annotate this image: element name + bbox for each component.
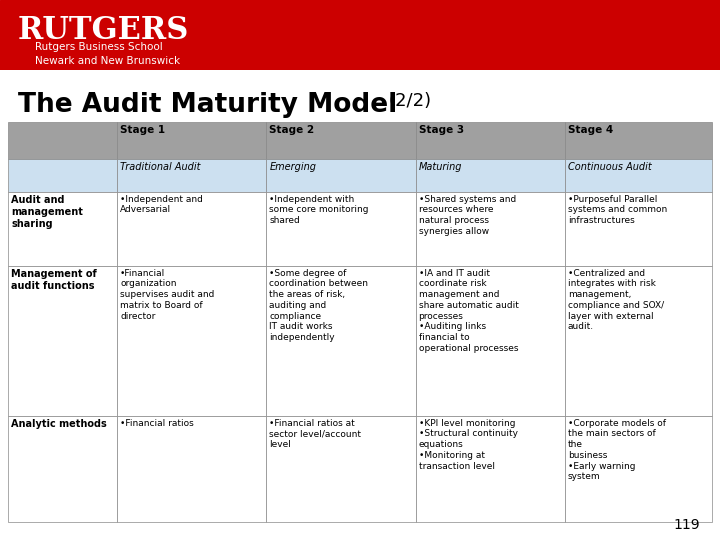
Text: •Centralized and
integrates with risk
management,
compliance and SOX/
layer with: •Centralized and integrates with risk ma… [568, 269, 664, 332]
Text: •Financial ratios: •Financial ratios [120, 418, 194, 428]
Bar [8, 192, 117, 266]
Text: RUTGERS: RUTGERS [18, 15, 189, 46]
Text: Stage 1: Stage 1 [120, 125, 166, 135]
Text: •Financial
organization
supervises audit and
matrix to Board of
director: •Financial organization supervises audit… [120, 269, 215, 321]
Bar [266, 266, 415, 416]
Text: Stage 2: Stage 2 [269, 125, 315, 135]
Bar [565, 159, 712, 192]
Text: Stage 4: Stage 4 [568, 125, 613, 135]
Bar [266, 122, 415, 159]
Text: •Financial ratios at
sector level/account
level: •Financial ratios at sector level/accoun… [269, 418, 361, 449]
Bar [117, 416, 266, 522]
Bar [266, 192, 415, 266]
Text: •Independent with
some core monitoring
shared: •Independent with some core monitoring s… [269, 195, 369, 225]
Text: •Some degree of
coordination between
the areas of risk,
auditing and
compliance
: •Some degree of coordination between the… [269, 269, 369, 342]
Text: Audit and
management
sharing: Audit and management sharing [11, 195, 83, 229]
Bar [117, 192, 266, 266]
Bar [117, 266, 266, 416]
Text: Stage 3: Stage 3 [418, 125, 464, 135]
Text: •Purposeful Parallel
systems and common
infrastructures: •Purposeful Parallel systems and common … [568, 195, 667, 225]
Text: Continuous Audit: Continuous Audit [568, 162, 652, 172]
Bar [565, 192, 712, 266]
Text: (2/2): (2/2) [388, 92, 431, 110]
Bar [8, 416, 117, 522]
Text: Traditional Audit: Traditional Audit [120, 162, 201, 172]
Text: Maturing: Maturing [418, 162, 462, 172]
Bar [565, 416, 712, 522]
Text: •Independent and
Adversarial: •Independent and Adversarial [120, 195, 203, 214]
Bar [415, 122, 565, 159]
Bar [266, 416, 415, 522]
Bar [415, 159, 565, 192]
Text: Emerging: Emerging [269, 162, 316, 172]
Text: •Corporate models of
the main sectors of
the
business
•Early warning
system: •Corporate models of the main sectors of… [568, 418, 666, 481]
Text: Rutgers Business School: Rutgers Business School [35, 42, 163, 52]
Text: •Shared systems and
resources where
natural process
synergies allow: •Shared systems and resources where natu… [418, 195, 516, 236]
Text: Management of
audit functions: Management of audit functions [11, 269, 96, 291]
Bar [565, 266, 712, 416]
Bar [266, 159, 415, 192]
Text: Analytic methods: Analytic methods [11, 418, 107, 429]
Text: •IA and IT audit
coordinate risk
management and
share automatic audit
processes
: •IA and IT audit coordinate risk managem… [418, 269, 518, 353]
Bar [8, 266, 117, 416]
Text: 119: 119 [673, 518, 700, 532]
Bar [415, 192, 565, 266]
Bar [117, 159, 266, 192]
Text: The Audit Maturity Model: The Audit Maturity Model [18, 92, 397, 118]
Bar [415, 266, 565, 416]
Bar [8, 159, 117, 192]
Text: Newark and New Brunswick: Newark and New Brunswick [35, 56, 180, 66]
Bar [415, 416, 565, 522]
Bar [8, 122, 117, 159]
Text: •KPI level monitoring
•Structural continuity
equations
•Monitoring at
transactio: •KPI level monitoring •Structural contin… [418, 418, 518, 471]
Bar [565, 122, 712, 159]
Bar [117, 122, 266, 159]
